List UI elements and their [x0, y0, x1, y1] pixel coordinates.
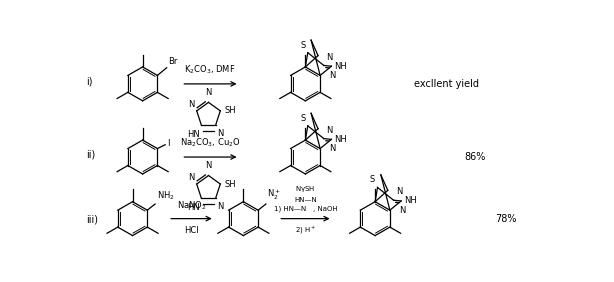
- Text: iii): iii): [86, 215, 98, 225]
- Text: NH: NH: [404, 197, 417, 206]
- Text: N: N: [205, 161, 212, 170]
- Text: N$\mathregular{\gamma}$SH: N$\mathregular{\gamma}$SH: [295, 184, 316, 194]
- Text: Na$_2$CO$_3$, Cu$_2$O: Na$_2$CO$_3$, Cu$_2$O: [180, 137, 240, 149]
- Text: N$_2^+$: N$_2^+$: [268, 188, 281, 202]
- Text: N: N: [188, 100, 195, 109]
- Text: HCl: HCl: [184, 226, 199, 235]
- Text: excllent yield: excllent yield: [414, 79, 479, 89]
- Text: S: S: [300, 114, 305, 123]
- Text: S: S: [370, 175, 375, 184]
- Text: N: N: [330, 71, 336, 80]
- Text: N: N: [217, 129, 223, 138]
- Text: N: N: [399, 206, 406, 215]
- Text: NH$_2$: NH$_2$: [157, 190, 174, 202]
- Text: SH: SH: [224, 180, 236, 189]
- Text: 78%: 78%: [495, 214, 517, 224]
- Text: S: S: [300, 41, 305, 50]
- Text: HN—N: HN—N: [294, 197, 317, 203]
- Text: HN: HN: [187, 203, 200, 212]
- Text: N: N: [205, 88, 212, 97]
- Text: i): i): [86, 76, 93, 86]
- Text: NH: NH: [335, 62, 348, 71]
- Text: NH: NH: [335, 135, 348, 144]
- Text: K$_2$CO$_3$, DMF: K$_2$CO$_3$, DMF: [184, 64, 236, 76]
- Text: N: N: [326, 126, 333, 135]
- Text: N: N: [330, 144, 336, 153]
- Text: 1) HN—N   , NaOH: 1) HN—N , NaOH: [274, 206, 337, 212]
- Text: 86%: 86%: [464, 152, 486, 162]
- Text: N: N: [217, 202, 223, 211]
- Text: N: N: [396, 187, 402, 196]
- Text: N: N: [188, 173, 195, 182]
- Text: I: I: [168, 140, 170, 148]
- Text: ii): ii): [86, 149, 95, 159]
- Text: HN: HN: [187, 130, 200, 139]
- Text: NaNO$_2$: NaNO$_2$: [177, 199, 206, 212]
- Text: SH: SH: [224, 106, 236, 115]
- Text: Br: Br: [168, 57, 177, 66]
- Text: N: N: [326, 53, 333, 61]
- Text: 2) H$^+$: 2) H$^+$: [295, 225, 316, 236]
